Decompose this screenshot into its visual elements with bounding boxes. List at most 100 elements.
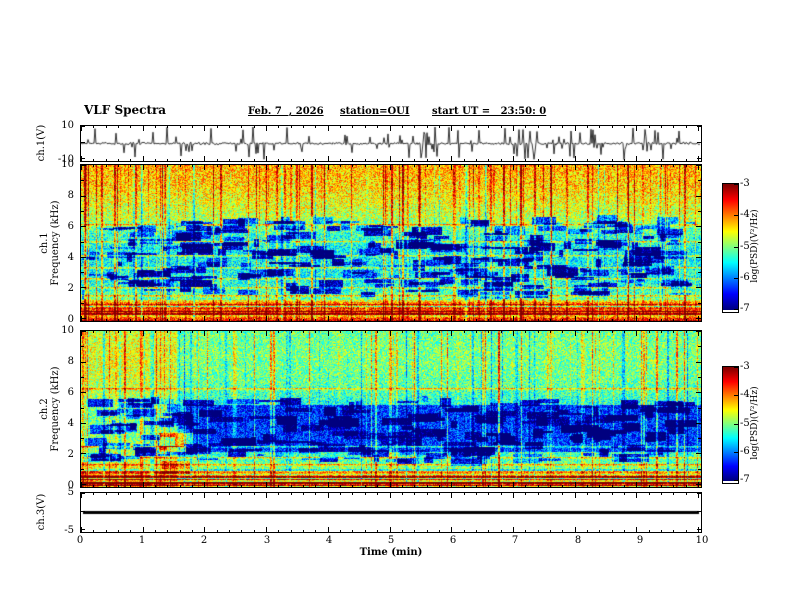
tick-mark [106,159,107,161]
tick-mark [476,126,477,128]
x-axis-tick-label: 9 [636,535,644,546]
tick-mark [204,165,205,170]
tick-mark [303,530,304,532]
tick-mark [81,362,86,363]
tick-mark [266,165,267,170]
spec1-axis-label-line2: Frequency (kHz) [50,200,61,286]
tick-mark [291,530,292,532]
tick-mark [81,484,86,485]
tick-mark [180,126,181,128]
tick-mark [192,485,193,487]
tick-mark [501,165,502,167]
tick-mark [352,159,353,161]
tick-mark [81,257,86,258]
tick-mark [734,278,738,279]
tick-mark [599,331,600,333]
tick-mark [439,485,440,487]
tick-mark [649,493,650,495]
tick-mark [599,159,600,161]
tick-mark [427,159,428,161]
colorbar-tick-label: -4 [740,389,750,400]
tick-mark [229,319,230,321]
tick-mark [254,331,255,333]
tick-mark [698,331,699,336]
tick-mark [427,319,428,321]
tick-mark [377,485,378,487]
tick-mark [734,247,738,248]
tick-mark [649,165,650,167]
tick-mark [155,530,156,532]
tick-mark [130,331,131,333]
tick-mark [217,493,218,495]
tick-mark [241,319,242,321]
tick-mark [118,159,119,161]
tick-mark [550,165,551,167]
tick-mark [352,530,353,532]
tick-mark [254,159,255,161]
tick-mark [550,493,551,495]
tick-mark [365,331,366,333]
tick-mark [229,159,230,161]
tick-mark [550,159,551,161]
tick-mark [328,316,329,321]
tick-mark [698,493,699,498]
tick-mark [538,530,539,532]
tick-mark [451,126,452,131]
tick-mark [661,331,662,333]
tick-mark [439,331,440,333]
tick-mark [612,331,613,333]
x-axis-tick-label: 5 [387,535,395,546]
tick-mark [575,156,576,161]
tick-mark [155,319,156,321]
tick-mark [328,165,329,170]
tick-mark [513,482,514,487]
tick-mark [525,126,526,128]
x-axis-tick-label: 3 [263,535,271,546]
tick-mark [180,485,181,487]
tick-mark [291,485,292,487]
tick-mark [81,529,85,530]
tick-mark [377,165,378,167]
tick-mark [427,485,428,487]
tick-mark [686,126,687,128]
tick-mark [488,159,489,161]
tick-mark [352,493,353,495]
x-axis-tick-label: 8 [574,535,582,546]
tick-mark [612,126,613,128]
tick-mark [81,126,82,131]
tick-mark [315,493,316,495]
tick-mark [488,331,489,333]
tick-mark [501,493,502,495]
tick-mark [143,527,144,532]
tick-mark [636,482,637,487]
tick-mark [254,493,255,495]
tick-mark [414,126,415,128]
tick-mark [501,159,502,161]
tick-mark [525,319,526,321]
tick-mark [538,165,539,167]
tick-mark [254,165,255,167]
tick-mark [167,319,168,321]
tick-mark [93,126,94,128]
tick-mark [427,331,428,333]
tick-mark [81,331,86,332]
tick-mark [686,159,687,161]
tick-mark [93,319,94,321]
tick-mark [377,530,378,532]
tick-mark [612,159,613,161]
tick-mark [365,319,366,321]
tick-mark [81,346,84,347]
tick-mark [538,485,539,487]
tick-mark [106,165,107,167]
tick-mark [696,392,701,393]
tick-mark [513,316,514,321]
colorbar-1 [722,183,739,313]
tick-mark [624,126,625,128]
tick-mark [81,377,84,378]
tick-mark [698,303,701,304]
tick-mark [155,331,156,333]
tick-mark [562,485,563,487]
tick-mark [661,319,662,321]
tick-mark [266,331,267,336]
tick-mark [81,158,85,159]
